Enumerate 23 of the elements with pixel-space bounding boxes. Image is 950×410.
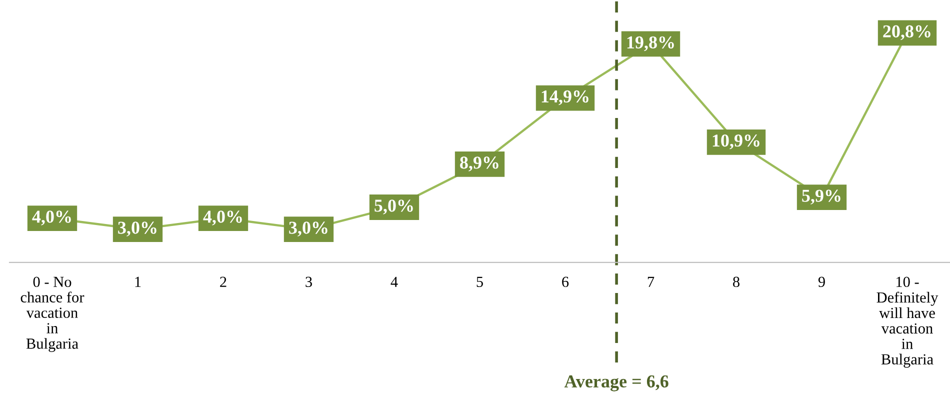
x-tick-label: 0 - No chance for vacation in Bulgaria <box>20 276 84 352</box>
x-tick-label: 10 - Definitely will have vacation in Bulgaria <box>876 276 938 368</box>
x-tick-label: 6 <box>562 276 569 288</box>
data-label: 5,0% <box>374 200 413 214</box>
x-tick-label: 9 <box>818 276 825 288</box>
data-label: 20,8% <box>883 25 930 40</box>
data-label: 10,9% <box>712 134 760 150</box>
ref-line-label: Average = 6,6 <box>564 375 668 392</box>
data-label: 8,9% <box>460 156 498 172</box>
data-label: 4,0% <box>203 210 242 226</box>
data-label: 5,9% <box>802 190 840 204</box>
data-label: 3,0% <box>118 222 156 236</box>
data-label: 19,8% <box>627 36 674 52</box>
data-label: 4,0% <box>32 210 71 226</box>
data-label: 14,9% <box>542 90 588 106</box>
x-tick-label: 2 <box>220 276 226 287</box>
x-tick-label: 5 <box>476 276 483 288</box>
x-tick-label: 4 <box>390 276 398 287</box>
x-tick-label: 8 <box>733 276 740 288</box>
x-tick-label: 3 <box>306 276 312 288</box>
x-tick-label: 1 <box>135 276 141 287</box>
data-label: 3,0% <box>289 222 328 236</box>
x-tick-label: 7 <box>648 276 654 287</box>
